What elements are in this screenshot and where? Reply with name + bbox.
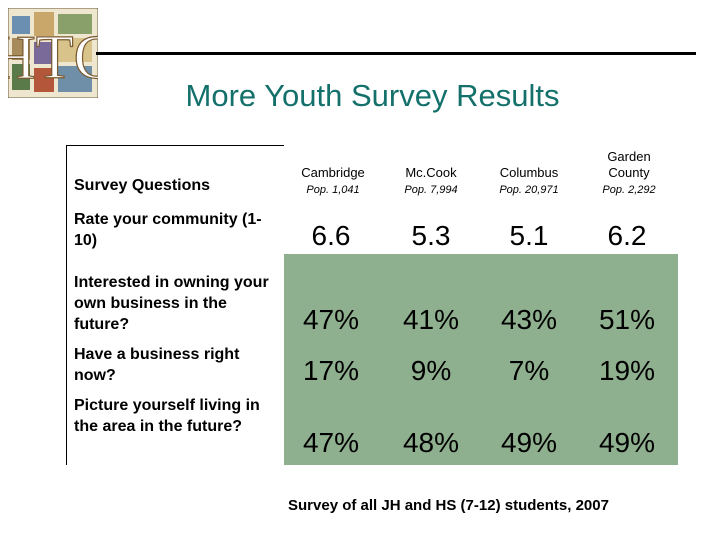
table-border-left	[66, 145, 67, 465]
table-cell: 6.2	[607, 220, 647, 251]
table-cell: 5.1	[509, 220, 549, 251]
column-header-garden-county: Garden County Pop. 2,292	[580, 140, 678, 198]
column-name: Columbus	[499, 165, 559, 180]
column-name: Mc.Cook	[405, 165, 457, 180]
question-row-1: Rate your community (1-10)	[74, 211, 262, 249]
table-cell: 19%	[598, 355, 656, 386]
table-cell: 48%	[402, 427, 460, 458]
table-cell: 51%	[598, 304, 656, 335]
column-header-mccook: Mc.Cook Pop. 7,994	[382, 140, 480, 198]
footnote: Survey of all JH and HS (7-12) students,…	[288, 497, 609, 514]
question-row-4: Picture yourself living in the area in t…	[74, 397, 260, 435]
column-name: Garden County	[607, 149, 651, 180]
column-population: Pop. 20,971	[499, 184, 559, 196]
column-population: Pop. 1,041	[306, 184, 360, 196]
table-cell: 47%	[302, 304, 360, 335]
table-cell: 9%	[410, 355, 452, 386]
top-rule	[96, 52, 696, 55]
table-cell: 6.6	[311, 220, 351, 251]
table-cell: 17%	[302, 355, 360, 386]
question-header: Survey Questions	[74, 177, 211, 194]
question-row-3: Have a business right now?	[74, 346, 240, 384]
table-cell: 7%	[508, 355, 550, 386]
table-cell: 43%	[500, 304, 558, 335]
question-row-2: Interested in owning your own business i…	[74, 274, 269, 333]
table-cell: 49%	[598, 427, 656, 458]
table-cell: 5.3	[411, 220, 451, 251]
page-title: More Youth Survey Results	[185, 78, 560, 113]
column-header-cambridge: Cambridge Pop. 1,041	[284, 140, 382, 198]
table-border-top	[66, 145, 284, 146]
table-cell: 41%	[402, 304, 460, 335]
highlight-area	[284, 254, 678, 465]
logo-text: HTC	[8, 24, 98, 92]
column-name: Cambridge	[301, 165, 365, 180]
table-cell: 49%	[500, 427, 558, 458]
table-cell: 47%	[302, 427, 360, 458]
column-population: Pop. 7,994	[404, 184, 458, 196]
column-population: Pop. 2,292	[602, 184, 656, 196]
column-header-columbus: Columbus Pop. 20,971	[480, 140, 578, 198]
htc-logo: HTC	[0, 7, 116, 99]
